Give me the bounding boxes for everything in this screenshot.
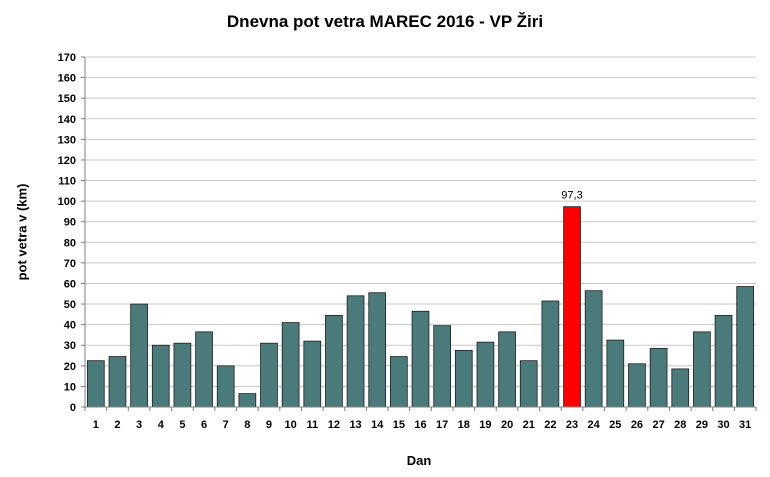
y-tick-label: 60 [64, 278, 76, 290]
y-tick-label: 30 [64, 340, 76, 352]
bar [671, 368, 690, 408]
x-tick-label: 10 [285, 419, 297, 431]
x-tick-label: 14 [371, 419, 384, 431]
bar [346, 295, 365, 408]
x-tick-label: 3 [136, 419, 142, 431]
x-tick-label: 18 [458, 419, 470, 431]
y-tick-label: 10 [64, 381, 76, 393]
x-tick-label: 11 [306, 419, 318, 431]
y-tick-label: 160 [58, 73, 76, 85]
bar [195, 331, 213, 408]
bar [325, 314, 343, 408]
bar [173, 342, 192, 408]
x-tick-label: 24 [588, 419, 601, 431]
bar [411, 310, 430, 408]
bar [498, 331, 516, 408]
x-tick-label: 6 [201, 419, 207, 431]
y-tick-label: 40 [64, 320, 76, 332]
x-tick-label: 7 [223, 419, 229, 431]
bar [693, 331, 711, 408]
bar [216, 365, 235, 408]
x-tick-label: 26 [631, 419, 643, 431]
x-tick-label: 20 [501, 419, 513, 431]
y-tick-label: 90 [64, 217, 76, 229]
bar [519, 360, 538, 408]
bar [628, 363, 646, 408]
bar [454, 349, 473, 408]
axes [81, 56, 757, 411]
bar [584, 290, 603, 408]
y-tick-label: 100 [58, 196, 76, 208]
x-tick-label: 12 [328, 419, 340, 431]
y-tick-label: 0 [70, 402, 76, 414]
y-tick-label: 140 [58, 114, 76, 126]
x-tick-label: 30 [717, 419, 729, 431]
x-tick-label: 19 [479, 419, 491, 431]
bar-highlight [563, 206, 581, 408]
x-tick-label: 22 [544, 419, 556, 431]
bar [303, 340, 322, 408]
x-tick-label: 13 [349, 419, 361, 431]
y-tick-label: 110 [58, 176, 76, 188]
x-tick-label: 5 [179, 419, 185, 431]
y-tick-label: 170 [58, 52, 76, 64]
x-tick-label: 8 [244, 419, 250, 431]
bar [606, 339, 625, 408]
bar [714, 314, 733, 408]
y-tick-label: 70 [64, 258, 76, 270]
bar [368, 292, 387, 408]
bar [281, 322, 300, 408]
x-tick-label: 23 [566, 419, 578, 431]
x-tick-label: 9 [266, 419, 272, 431]
x-tick-label: 4 [158, 419, 165, 431]
bar [260, 342, 278, 408]
x-tick-label: 27 [652, 419, 664, 431]
y-tick-label: 130 [58, 134, 76, 146]
bar [151, 344, 170, 408]
y-tick-label: 120 [58, 155, 76, 167]
x-tick-label: 1 [93, 419, 99, 431]
bar [433, 325, 451, 408]
x-tick-label: 31 [739, 419, 751, 431]
x-tick-label: 15 [393, 419, 405, 431]
bar [86, 360, 105, 408]
chart-title: Dnevna pot vetra MAREC 2016 - VP Žiri [226, 12, 544, 31]
x-tick-label: 25 [609, 419, 621, 431]
x-tick-label: 16 [414, 419, 426, 431]
bar [649, 347, 668, 408]
data-label: 97,3 [561, 190, 582, 202]
bar [238, 393, 257, 408]
x-axis-title: Dan [406, 453, 432, 468]
bar [476, 341, 495, 408]
x-tick-label: 28 [674, 419, 686, 431]
bar [736, 286, 755, 408]
y-tick-label: 80 [64, 237, 76, 249]
x-tick-label: 21 [523, 419, 535, 431]
x-tick-label: 2 [114, 419, 120, 431]
bar [130, 303, 148, 408]
y-tick-label: 150 [58, 93, 76, 105]
y-tick-label: 50 [64, 299, 76, 311]
bars [86, 206, 755, 408]
x-tick-label: 17 [436, 419, 448, 431]
axis-labels: 0102030405060708090100110120130140150160… [58, 52, 752, 431]
bar [108, 356, 127, 408]
bar [390, 356, 408, 408]
y-tick-label: 20 [64, 361, 76, 373]
bar [541, 300, 560, 408]
x-tick-label: 29 [696, 419, 708, 431]
